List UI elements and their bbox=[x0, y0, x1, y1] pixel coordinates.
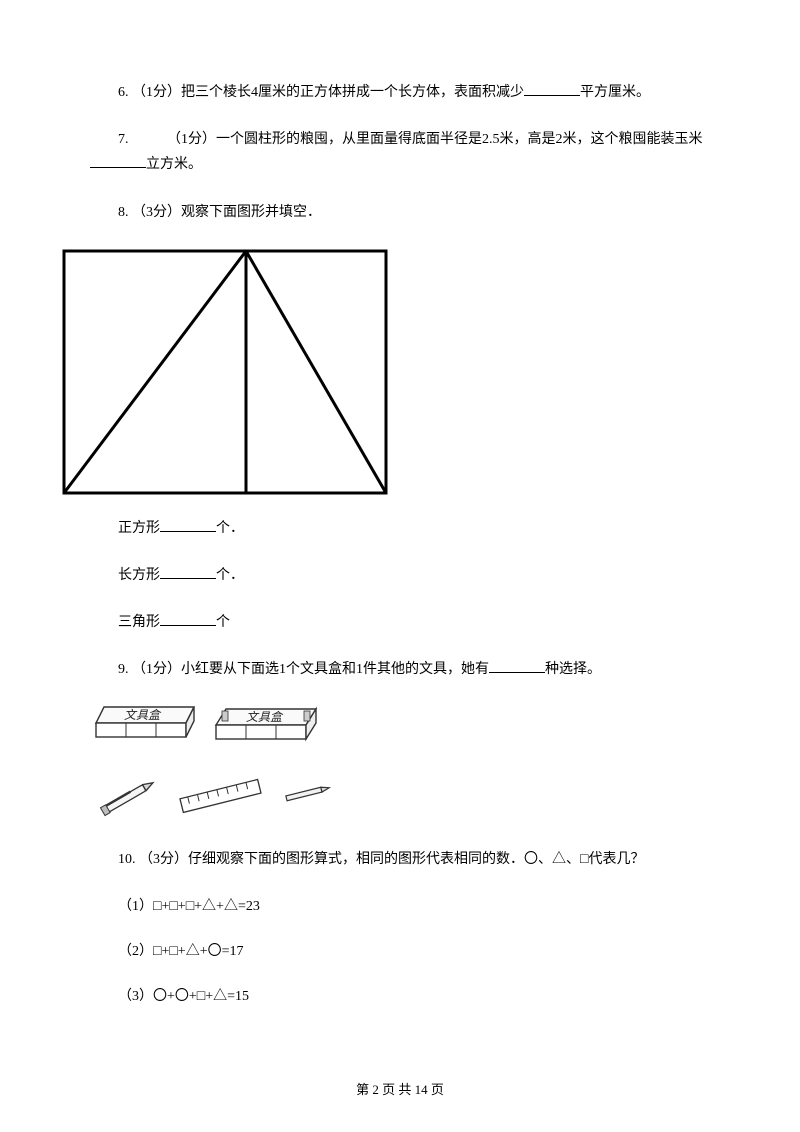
q8-sub2-after: 个． bbox=[216, 568, 244, 583]
q10-eq1: （1）□+□+□+△+△=23 bbox=[90, 894, 710, 919]
question-6: 6. （1分）把三个棱长4厘米的正方体拼成一个长方体，表面积减少 平方厘米。 bbox=[90, 80, 710, 105]
question-9: 9. （1分）小红要从下面选1个文具盒和1件其他的文具，她有 种选择。 bbox=[90, 657, 710, 682]
q10-eq3-text: （3）〇+〇+□+△=15 bbox=[118, 989, 249, 1004]
q10-title-text: 10. （3分）仔细观察下面的图形算式，相同的图形代表相同的数．〇、△、□代表几… bbox=[118, 852, 644, 867]
q8-sub3: 三角形 个 bbox=[90, 610, 710, 635]
ruler-icon bbox=[180, 779, 261, 812]
q6-text-after: 平方厘米。 bbox=[580, 85, 650, 100]
q8-blank3[interactable] bbox=[160, 610, 216, 626]
question-10-title: 10. （3分）仔细观察下面的图形算式，相同的图形代表相同的数．〇、△、□代表几… bbox=[90, 847, 710, 872]
q9-text-before: 9. （1分）小红要从下面选1个文具盒和1件其他的文具，她有 bbox=[118, 662, 489, 677]
q10-eq2-text: （2）□+□+△+〇=17 bbox=[118, 944, 244, 959]
q10-eq2: （2）□+□+△+〇=17 bbox=[90, 939, 710, 964]
q7-text-after: 立方米。 bbox=[146, 157, 202, 172]
svg-text:文具盒: 文具盒 bbox=[246, 710, 284, 724]
svg-text:文具盒: 文具盒 bbox=[124, 708, 162, 722]
pencil-icon bbox=[286, 785, 330, 800]
q7-blank[interactable] bbox=[90, 152, 146, 168]
q6-blank[interactable] bbox=[524, 80, 580, 96]
question-8-title: 8. （3分）观察下面图形并填空． bbox=[90, 200, 710, 225]
q9-stationery bbox=[90, 767, 710, 827]
pencil-box-2: 文具盒 bbox=[216, 709, 316, 739]
q9-text-after: 种选择。 bbox=[545, 662, 601, 677]
q10-eq1-text: （1）□+□+□+△+△=23 bbox=[118, 899, 260, 914]
q8-sub2: 长方形 个． bbox=[90, 563, 710, 588]
page-footer: 第 2 页 共 14 页 bbox=[0, 1079, 800, 1098]
pen-icon bbox=[100, 778, 155, 815]
question-7: 7. （1分）一个圆柱形的粮囤，从里面量得底面半径是2.5米，高是2米，这个粮囤… bbox=[90, 127, 710, 177]
q8-title-text: 8. （3分）观察下面图形并填空． bbox=[118, 205, 321, 220]
q7-text-before: 7. （1分）一个圆柱形的粮囤，从里面量得底面半径是2.5米，高是2米，这个粮囤… bbox=[118, 132, 703, 147]
q8-blank1[interactable] bbox=[160, 516, 216, 532]
q9-blank[interactable] bbox=[489, 657, 545, 673]
q6-text-before: 6. （1分）把三个棱长4厘米的正方体拼成一个长方体，表面积减少 bbox=[118, 85, 524, 100]
q8-sub2-before: 长方形 bbox=[118, 568, 160, 583]
q8-blank2[interactable] bbox=[160, 563, 216, 579]
q8-sub1-before: 正方形 bbox=[118, 521, 160, 536]
q8-figure bbox=[60, 247, 710, 502]
q8-sub1-after: 个． bbox=[216, 521, 244, 536]
q10-eq3: （3）〇+〇+□+△=15 bbox=[90, 984, 710, 1009]
pencil-box-1: 文具盒 bbox=[96, 707, 194, 737]
q9-pencil-boxes: 文具盒 文具盒 bbox=[90, 705, 710, 759]
q8-sub1: 正方形 个． bbox=[90, 516, 710, 541]
footer-text: 第 2 页 共 14 页 bbox=[356, 1082, 444, 1097]
q8-sub3-after: 个 bbox=[216, 615, 230, 630]
q8-sub3-before: 三角形 bbox=[118, 615, 160, 630]
